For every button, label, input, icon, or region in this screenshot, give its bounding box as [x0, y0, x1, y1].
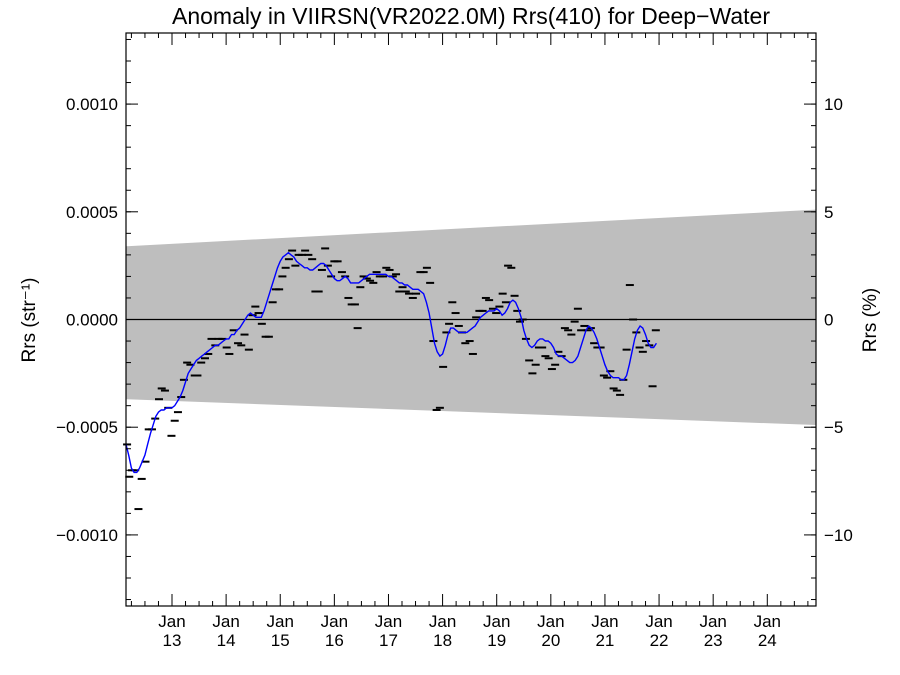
- x-tick-label-year: 23: [704, 631, 723, 650]
- smoothed-line: [125, 251, 657, 474]
- plot-area: 0.0010 0.0005 0.0000 −0.0005 −0.0010 10 5 0 −5 −1…: [56, 32, 853, 650]
- y-tick-label-left: 0.0010: [66, 95, 118, 114]
- x-tick-label-month: Jan: [591, 612, 618, 631]
- y-axis-label-left: Rrs (str⁻¹): [19, 278, 40, 363]
- x-tick-label-month: Jan: [754, 612, 781, 631]
- x-tick-label-year: 21: [595, 631, 614, 650]
- x-tick-label-year: 20: [541, 631, 560, 650]
- y-tick-label-right: −10: [824, 526, 853, 545]
- y-tick-label-right: −5: [824, 418, 843, 437]
- x-tick-label-month: Jan: [212, 612, 239, 631]
- x-tick-label-year: 15: [271, 631, 290, 650]
- x-tick-label-year: 19: [487, 631, 506, 650]
- x-tick-label-month: Jan: [645, 612, 672, 631]
- chart-title: Anomaly in VIIRSN(VR2022.0M) Rrs(410) fo…: [172, 3, 770, 29]
- x-tick-label-month: Jan: [158, 612, 185, 631]
- x-tick-label-month: Jan: [267, 612, 294, 631]
- y-tick-label-right: 10: [824, 95, 843, 114]
- x-tick-label-year: 18: [433, 631, 452, 650]
- x-tick-label-year: 14: [217, 631, 236, 650]
- x-tick-label-year: 24: [758, 631, 777, 650]
- y-tick-label-left: 0.0000: [66, 311, 118, 330]
- x-tick-label-month: Jan: [429, 612, 456, 631]
- x-tick-label-month: Jan: [483, 612, 510, 631]
- x-tick-label-month: Jan: [321, 612, 348, 631]
- y-tick-label-right: 5: [824, 203, 833, 222]
- x-tick-label-month: Jan: [375, 612, 402, 631]
- x-tick-label-year: 16: [325, 631, 344, 650]
- y-tick-label-left: −0.0010: [56, 526, 118, 545]
- y-axis-label-right: Rrs (%): [860, 288, 881, 352]
- x-tick-label-month: Jan: [699, 612, 726, 631]
- uncertainty-band: [126, 209, 816, 426]
- x-tick-label-year: 13: [163, 631, 182, 650]
- y-tick-label-right: 0: [824, 311, 833, 330]
- y-tick-label-left: −0.0005: [56, 418, 118, 437]
- x-tick-label-month: Jan: [537, 612, 564, 631]
- y-tick-label-left: 0.0005: [66, 203, 118, 222]
- x-tick-label-year: 22: [650, 631, 669, 650]
- x-tick-label-year: 17: [379, 631, 398, 650]
